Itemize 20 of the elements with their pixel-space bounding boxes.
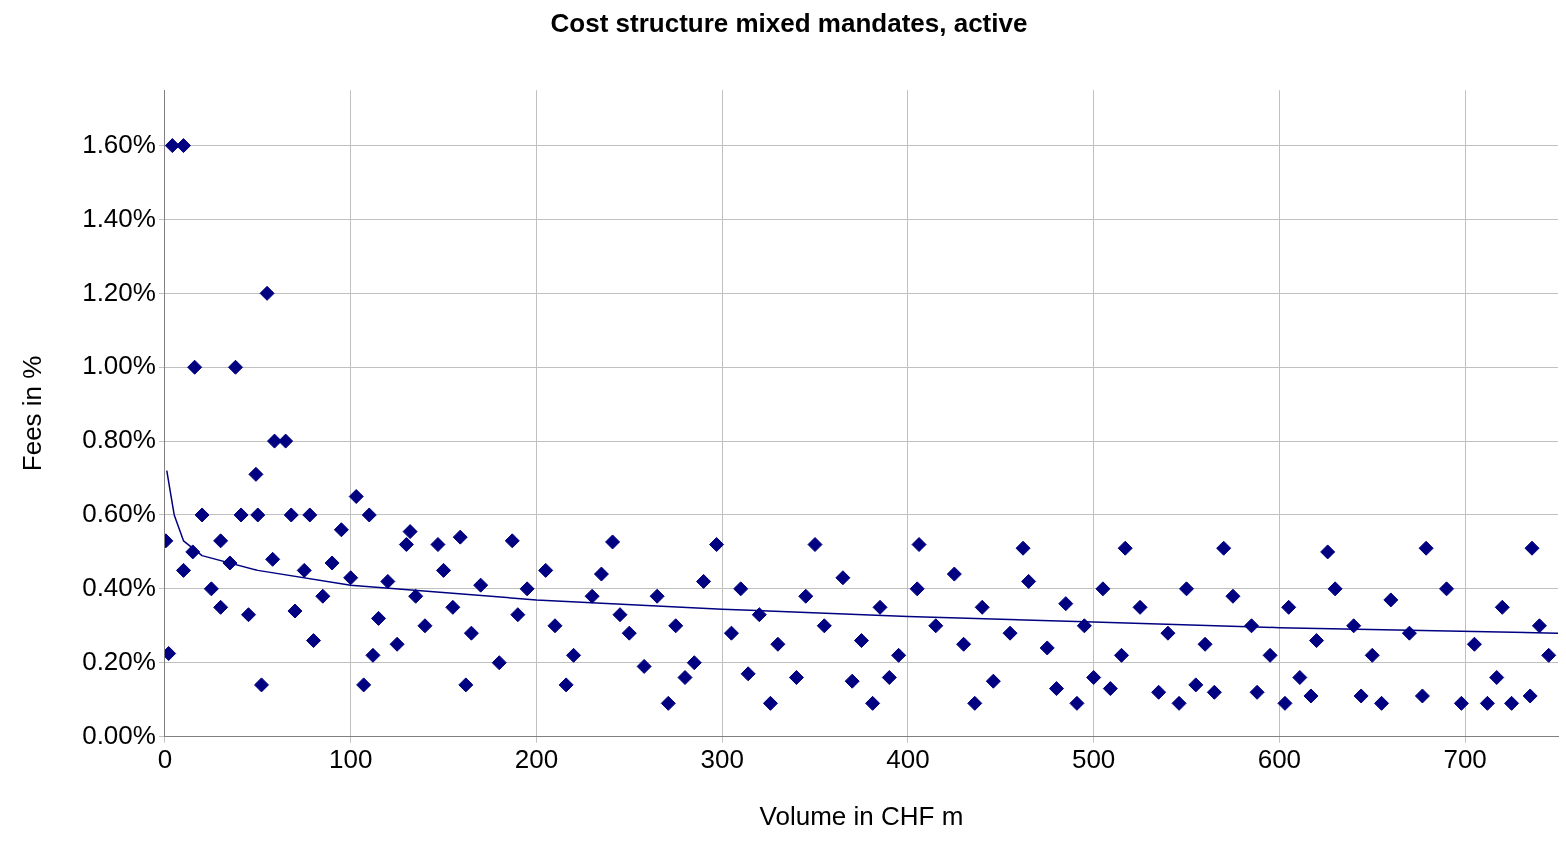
x-tick-label: 100 [328,744,373,775]
y-tick-label: 1.20% [82,276,156,307]
y-tick-label: 1.40% [82,202,156,233]
x-tick-label: 400 [886,744,930,775]
x-axis-title: Volume in CHF m [759,800,964,831]
y-tick-label: 0.00% [82,719,156,750]
y-tick-label: 0.80% [82,424,156,455]
x-tick-label: 700 [1443,744,1487,775]
x-tick-label: 600 [1257,744,1302,775]
y-axis-title: Fees in % [16,355,47,472]
chart-title: Cost structure mixed mandates, active [550,7,1028,38]
y-tick-label: 1.00% [82,350,156,381]
x-tick-label: 300 [700,744,744,775]
y-tick-label: 0.40% [82,572,156,603]
y-tick-label: 1.60% [82,128,156,159]
y-tick-label: 0.20% [82,645,156,676]
y-tick-label: 0.60% [82,498,156,529]
x-tick-label: 500 [1071,744,1116,775]
x-tick-label: 0 [157,744,173,775]
x-tick-label: 200 [514,744,559,775]
